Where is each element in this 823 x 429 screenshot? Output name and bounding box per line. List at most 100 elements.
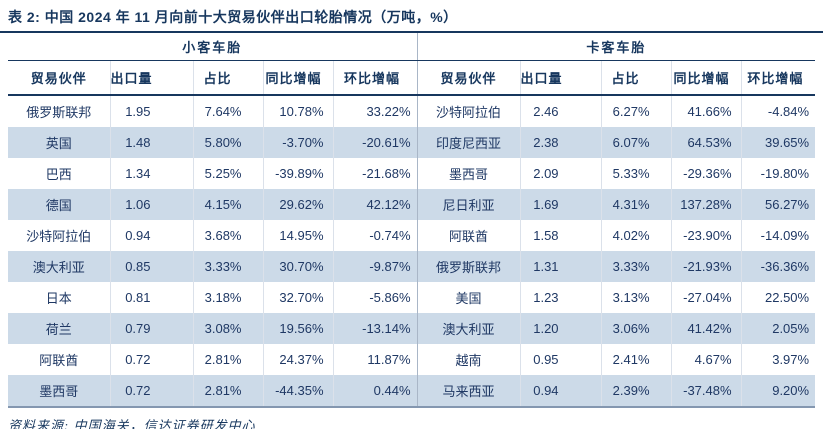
share-cell: 5.25% [192, 158, 263, 189]
partner-cell: 英国 [8, 127, 110, 158]
mom-growth-cell: 33.22% [332, 95, 418, 127]
export-volume-cell: 2.38 [519, 127, 602, 158]
partner-cell: 印度尼西亚 [416, 127, 521, 158]
mom-growth-cell: -14.09% [740, 220, 816, 251]
mom-growth-cell: 3.97% [740, 344, 816, 375]
yoy-growth-cell: -39.89% [262, 158, 333, 189]
partner-cell: 尼日利亚 [416, 189, 521, 220]
col-header-export-volume: 出口量 [519, 60, 602, 96]
col-header-yoy-growth: 同比增幅 [262, 60, 333, 96]
col-header-trade-partner: 贸易伙伴 [8, 60, 110, 96]
share-cell: 4.31% [600, 189, 672, 220]
col-header-mom-growth: 环比增幅 [332, 60, 418, 96]
export-volume-cell: 0.95 [519, 344, 602, 375]
share-cell: 7.64% [192, 95, 263, 127]
export-volume-cell: 1.34 [109, 158, 193, 189]
mom-growth-cell: 56.27% [740, 189, 816, 220]
table-title: 表 2: 中国 2024 年 11 月向前十大贸易伙伴出口轮胎情况（万吨，%） [0, 0, 823, 33]
export-volume-cell: 1.06 [109, 189, 193, 220]
mom-growth-cell: 9.20% [740, 375, 816, 407]
partner-cell: 沙特阿拉伯 [26, 229, 92, 244]
partner-cell: 墨西哥 [416, 158, 521, 189]
yoy-growth-cell: 14.95% [262, 220, 333, 251]
share-cell: 3.06% [600, 313, 672, 344]
yoy-growth-cell: 41.42% [670, 313, 742, 344]
partner-cell: 越南 [416, 344, 521, 375]
table-body: 俄罗斯联邦 1.95 7.64% 10.78% 33.22% 沙特阿拉伯 2.46 6.27%… [8, 95, 816, 407]
partner-cell: 德国 [8, 189, 110, 220]
column-header-row: 贸易伙伴 出口量 占比 同比增幅 环比增幅 贸易伙伴 出口量 占比 同比增幅 环… [8, 60, 816, 96]
export-volume-cell: 0.72 [109, 344, 193, 375]
partner-cell: 美国 [416, 282, 521, 313]
share-cell: 6.07% [600, 127, 672, 158]
export-volume-cell: 2.09 [519, 158, 602, 189]
mom-growth-cell: 39.65% [740, 127, 816, 158]
partner-cell: 巴西 [45, 167, 72, 182]
table-row: 巴西 1.34 5.25% -39.89% -21.68% 墨西哥 2.09 5.33% -29… [8, 158, 816, 189]
yoy-growth-cell: 24.37% [262, 344, 333, 375]
yoy-growth-cell: 19.56% [262, 313, 333, 344]
export-volume-cell: 1.95 [109, 95, 193, 127]
share-cell: 3.33% [192, 251, 263, 282]
share-cell: 3.33% [600, 251, 672, 282]
table-row: 日本 0.81 3.18% 32.70% -5.86% 美国 1.23 3.13% -27.04… [8, 282, 816, 313]
export-volume-cell: 0.81 [109, 282, 193, 313]
col-header-yoy-growth: 同比增幅 [670, 60, 742, 96]
yoy-growth-cell: 4.67% [670, 344, 742, 375]
export-volume-cell: 1.20 [519, 313, 602, 344]
yoy-growth-cell: 64.53% [670, 127, 742, 158]
share-cell: 5.33% [600, 158, 672, 189]
export-volume-cell: 1.58 [519, 220, 602, 251]
mom-growth-cell: -0.74% [332, 220, 418, 251]
share-cell: 3.68% [192, 220, 263, 251]
yoy-growth-cell: -3.70% [262, 127, 333, 158]
mom-growth-cell: -20.61% [332, 127, 418, 158]
export-volume-cell: 0.72 [109, 375, 193, 407]
partner-cell: 阿联酋 [416, 220, 521, 251]
mom-growth-cell: -9.87% [332, 251, 418, 282]
yoy-growth-cell: -44.35% [262, 375, 333, 407]
partner-cell: 荷兰 [8, 313, 110, 344]
share-cell: 5.80% [192, 127, 263, 158]
export-volume-cell: 1.69 [519, 189, 602, 220]
mom-growth-cell: -19.80% [740, 158, 816, 189]
export-volume-cell: 1.31 [519, 251, 602, 282]
export-volume-cell: 0.85 [109, 251, 193, 282]
partner-cell: 日本 [45, 291, 72, 306]
export-volume-cell: 1.23 [519, 282, 602, 313]
export-volume-cell: 1.48 [109, 127, 193, 158]
mom-growth-cell: 0.44% [332, 375, 418, 407]
partner-cell: 澳大利亚 [8, 251, 110, 282]
tire-export-table: 小客车胎 卡客车胎 贸易伙伴 出口量 占比 同比增幅 环比增幅 贸易伙伴 出口量… [8, 33, 816, 408]
section-header-row: 小客车胎 卡客车胎 [8, 33, 816, 61]
share-cell: 4.15% [192, 189, 263, 220]
yoy-growth-cell: 10.78% [262, 95, 333, 127]
yoy-growth-cell: 29.62% [262, 189, 333, 220]
yoy-growth-cell: 41.66% [670, 95, 742, 127]
share-cell: 2.41% [600, 344, 672, 375]
share-cell: 6.27% [600, 95, 672, 127]
col-header-share: 占比 [600, 60, 672, 96]
section-header-truck-bus-tires: 卡客车胎 [416, 33, 816, 61]
yoy-growth-cell: -37.48% [670, 375, 742, 407]
partner-cell: 俄罗斯联邦 [416, 251, 521, 282]
share-cell: 3.13% [600, 282, 672, 313]
yoy-growth-cell: -23.90% [670, 220, 742, 251]
section-header-passenger-tires: 小客车胎 [8, 33, 418, 61]
share-cell: 3.18% [192, 282, 263, 313]
table-row: 澳大利亚 0.85 3.33% 30.70% -9.87% 俄罗斯联邦 1.31 3.33% -… [8, 251, 816, 282]
mom-growth-cell: -13.14% [332, 313, 418, 344]
yoy-growth-cell: 32.70% [262, 282, 333, 313]
mom-growth-cell: -21.68% [332, 158, 418, 189]
mom-growth-cell: -5.86% [332, 282, 418, 313]
source-note: 资料来源: 中国海关，信达证券研发中心 [8, 418, 256, 429]
yoy-growth-cell: -21.93% [670, 251, 742, 282]
partner-cell: 澳大利亚 [416, 313, 521, 344]
share-cell: 2.81% [192, 375, 263, 407]
mom-growth-cell: 11.87% [332, 344, 418, 375]
share-cell: 2.81% [192, 344, 263, 375]
export-volume-cell: 0.94 [519, 375, 602, 407]
yoy-growth-cell: -27.04% [670, 282, 742, 313]
share-cell: 4.02% [600, 220, 672, 251]
